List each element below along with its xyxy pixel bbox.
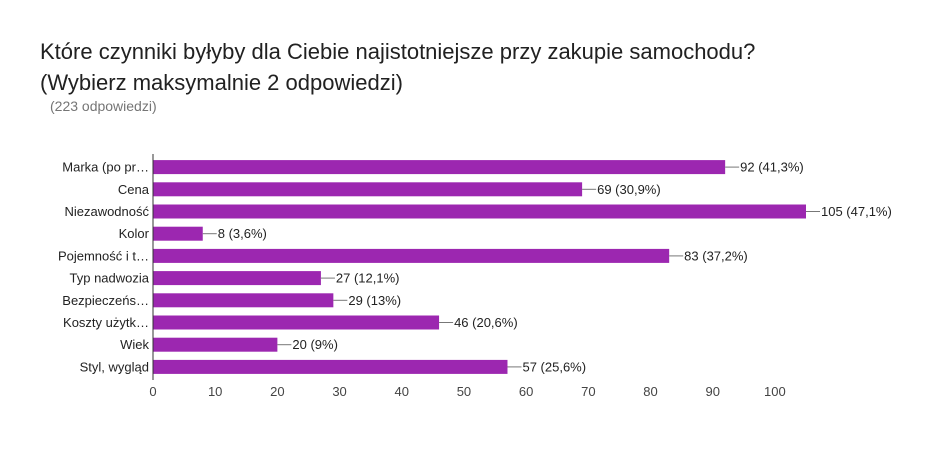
category-label: Pojemność i t… — [58, 248, 149, 263]
bar — [153, 204, 806, 219]
bar — [153, 226, 203, 241]
x-tick-label: 50 — [457, 384, 471, 399]
data-label: 29 (13%) — [348, 293, 401, 308]
data-label: 83 (37,2%) — [684, 248, 748, 263]
category-label: Marka (po pr… — [62, 160, 149, 175]
chart-title: Które czynniki byłyby dla Ciebie najisto… — [40, 36, 920, 98]
bar — [153, 337, 278, 352]
x-tick-label: 0 — [149, 384, 156, 399]
category-label: Bezpieczeńs… — [62, 293, 149, 308]
category-label: Niezawodność — [64, 204, 149, 219]
bar — [153, 182, 583, 197]
x-tick-label: 80 — [643, 384, 657, 399]
bar — [153, 271, 321, 286]
data-label: 69 (30,9%) — [597, 182, 661, 197]
x-tick-label: 30 — [332, 384, 346, 399]
category-label: Cena — [118, 182, 150, 197]
chart-title-line-2: (Wybierz maksymalnie 2 odpowiedzi) — [40, 70, 403, 95]
x-tick-label: 70 — [581, 384, 595, 399]
x-tick-label: 90 — [705, 384, 719, 399]
response-count: (223 odpowiedzi) — [50, 98, 157, 114]
category-label: Typ nadwozia — [70, 271, 150, 286]
x-tick-label: 40 — [395, 384, 409, 399]
data-label: 57 (25,6%) — [522, 359, 586, 374]
category-label: Koszty użytk… — [63, 315, 149, 330]
data-label: 105 (47,1%) — [821, 204, 892, 219]
x-tick-label: 100 — [764, 384, 786, 399]
category-label: Styl, wygląd — [80, 359, 149, 374]
category-label: Kolor — [119, 226, 150, 241]
bar — [153, 248, 670, 263]
bar — [153, 359, 508, 374]
x-tick-label: 10 — [208, 384, 222, 399]
x-tick-label: 20 — [270, 384, 284, 399]
data-label: 27 (12,1%) — [336, 271, 400, 286]
data-label: 46 (20,6%) — [454, 315, 518, 330]
bar — [153, 293, 334, 308]
bar — [153, 315, 440, 330]
bar — [153, 160, 726, 175]
data-label: 92 (41,3%) — [740, 160, 804, 175]
data-label: 8 (3,6%) — [218, 226, 267, 241]
category-label: Wiek — [120, 337, 149, 352]
data-label: 20 (9%) — [292, 337, 338, 352]
x-tick-label: 60 — [519, 384, 533, 399]
chart-title-line-1: Które czynniki byłyby dla Ciebie najisto… — [40, 39, 756, 64]
